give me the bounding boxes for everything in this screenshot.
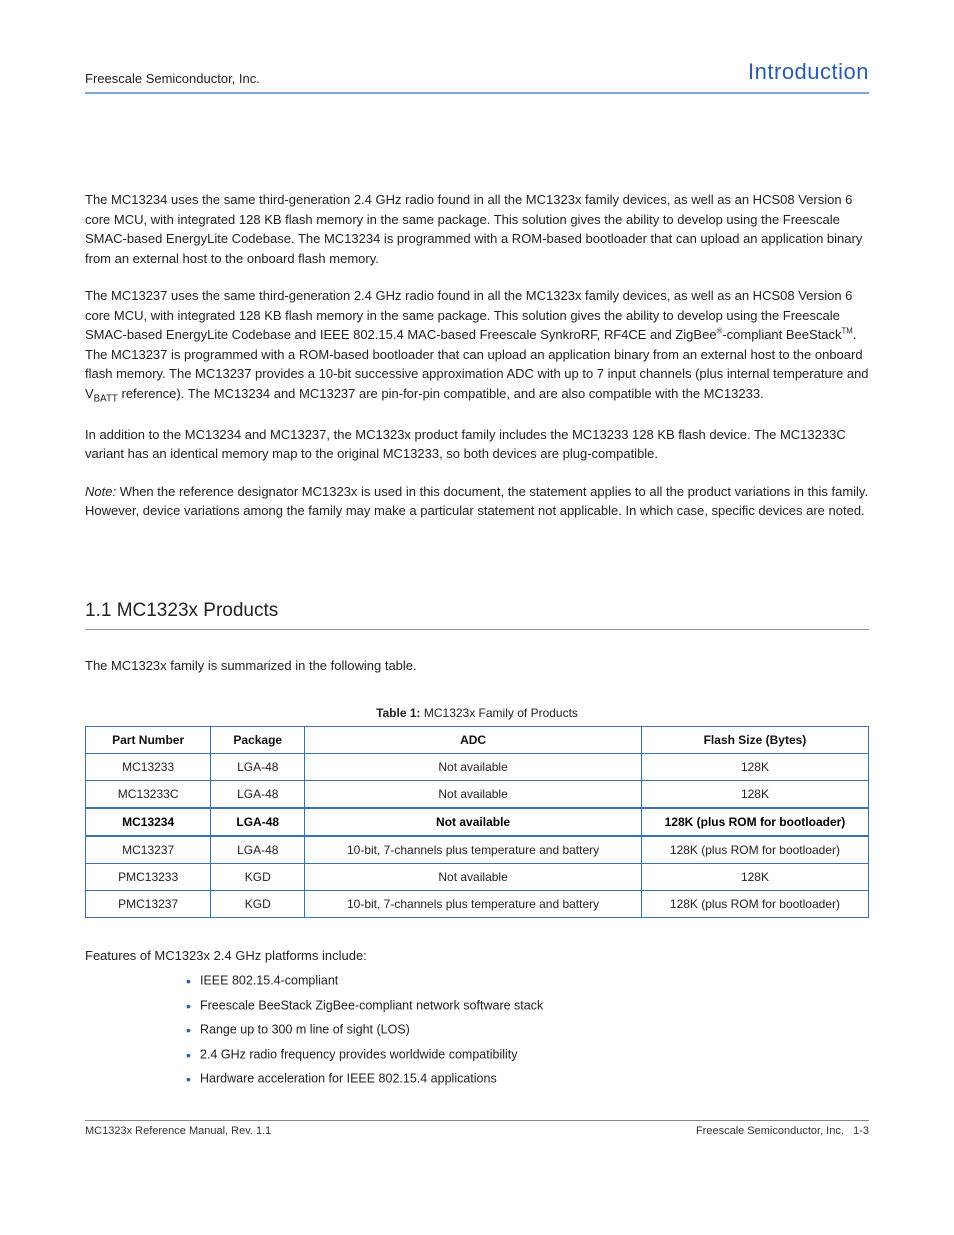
- col-header-adc: ADC: [305, 726, 642, 753]
- features-lead: Features of MC1323x 2.4 GHz platforms in…: [85, 946, 869, 966]
- table-header-row: Part Number Package ADC Flash Size (Byte…: [86, 726, 869, 753]
- cell-adc: 10-bit, 7-channels plus temperature and …: [305, 836, 642, 864]
- page-footer: MC1323x Reference Manual, Rev. 1.1 Frees…: [85, 1120, 869, 1140]
- cell-part: PMC13233: [86, 863, 211, 890]
- col-header-pkg: Package: [211, 726, 305, 753]
- table-row: MC13237LGA-4810-bit, 7-channels plus tem…: [86, 836, 869, 864]
- list-item: IEEE 802.15.4-compliant: [200, 969, 869, 994]
- cell-adc: Not available: [305, 753, 642, 780]
- list-item: Freescale BeeStack ZigBee-compliant netw…: [200, 994, 869, 1019]
- paragraph-family: In addition to the MC13234 and MC13237, …: [85, 425, 869, 464]
- products-intro: The MC1323x family is summarized in the …: [85, 656, 869, 676]
- table-caption-label: Table 1:: [376, 706, 420, 720]
- footer-right-brand: Freescale Semiconductor, Inc.: [696, 1125, 844, 1137]
- cell-part: MC13233C: [86, 780, 211, 808]
- table-row: PMC13233KGDNot available128K: [86, 863, 869, 890]
- list-item: 2.4 GHz radio frequency provides worldwi…: [200, 1043, 869, 1068]
- paragraph-note: Note: When the reference designator MC13…: [85, 482, 869, 521]
- cell-part: MC13233: [86, 753, 211, 780]
- cell-pkg: LGA-48: [211, 753, 305, 780]
- cell-pkg: LGA-48: [211, 780, 305, 808]
- cell-adc: 10-bit, 7-channels plus temperature and …: [305, 890, 642, 917]
- cell-adc: Not available: [305, 780, 642, 808]
- table-row: MC13233LGA-48Not available128K: [86, 753, 869, 780]
- header-right-section: Introduction: [748, 55, 869, 88]
- page-header: Freescale Semiconductor, Inc. Introducti…: [85, 55, 869, 94]
- cell-flash: 128K: [641, 863, 868, 890]
- cell-pkg: KGD: [211, 863, 305, 890]
- cell-pkg: LGA-48: [211, 836, 305, 864]
- section-heading-products: 1.1 MC1323x Products: [85, 597, 869, 631]
- table-caption-title: MC1323x Family of Products: [421, 706, 578, 720]
- cell-part: MC13234: [86, 808, 211, 836]
- feature-list: IEEE 802.15.4-compliantFreescale BeeStac…: [200, 969, 869, 1092]
- table-row: MC13233CLGA-48Not available128K: [86, 780, 869, 808]
- list-item: Hardware acceleration for IEEE 802.15.4 …: [200, 1067, 869, 1092]
- cell-pkg: LGA-48: [211, 808, 305, 836]
- cell-flash: 128K (plus ROM for bootloader): [641, 836, 868, 864]
- products-table: Part Number Package ADC Flash Size (Byte…: [85, 726, 869, 918]
- cell-pkg: KGD: [211, 890, 305, 917]
- cell-adc: Not available: [305, 808, 642, 836]
- cell-part: MC13237: [86, 836, 211, 864]
- header-left-brand: Freescale Semiconductor, Inc.: [85, 69, 260, 89]
- footer-left-doctitle: MC1323x Reference Manual, Rev. 1.1: [85, 1123, 271, 1140]
- cell-adc: Not available: [305, 863, 642, 890]
- table-row: MC13234LGA-48Not available128K (plus ROM…: [86, 808, 869, 836]
- table-caption: Table 1: MC1323x Family of Products: [85, 704, 869, 722]
- paragraph-mc13237: The MC13237 uses the same third-generati…: [85, 286, 869, 407]
- cell-flash: 128K (plus ROM for bootloader): [641, 808, 868, 836]
- footer-right: Freescale Semiconductor, Inc. 1-3: [696, 1123, 869, 1140]
- cell-part: PMC13237: [86, 890, 211, 917]
- paragraph-mc13234: The MC13234 uses the same third-generati…: [85, 190, 869, 268]
- col-header-part: Part Number: [86, 726, 211, 753]
- table-body: MC13233LGA-48Not available128KMC13233CLG…: [86, 753, 869, 917]
- table-row: PMC13237KGD10-bit, 7-channels plus tempe…: [86, 890, 869, 917]
- cell-flash: 128K: [641, 780, 868, 808]
- cell-flash: 128K (plus ROM for bootloader): [641, 890, 868, 917]
- list-item: Range up to 300 m line of sight (LOS): [200, 1018, 869, 1043]
- cell-flash: 128K: [641, 753, 868, 780]
- footer-page-number: 1-3: [853, 1125, 869, 1137]
- col-header-flash: Flash Size (Bytes): [641, 726, 868, 753]
